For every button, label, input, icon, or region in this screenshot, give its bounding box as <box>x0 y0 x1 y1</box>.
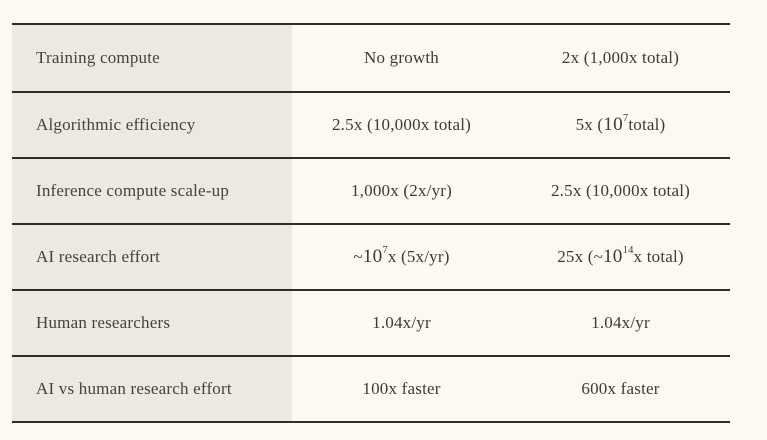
table-row: Training compute No growth 2x (1,000x tota… <box>12 25 730 91</box>
row-label-cell: Training compute <box>12 25 292 91</box>
value-cell-col2: 2.5x (10,000x total) <box>511 159 730 223</box>
value-cell-col1: 2.5x (10,000x total) <box>292 93 511 157</box>
value-cell-col2: 1.04x/yr <box>511 291 730 355</box>
comparison-table: Training compute No growth 2x (1,000x tota… <box>12 23 730 423</box>
value-cell-col1: 1.04x/yr <box>292 291 511 355</box>
table-row: Algorithmic efficiency 2.5x (10,000x tota… <box>12 91 730 157</box>
row-label-cell: Algorithmic efficiency <box>12 93 292 157</box>
table-row: Inference compute scale-up 1,000x (2x/yr)… <box>12 157 730 223</box>
row-label-cell: AI research effort <box>12 225 292 289</box>
table-row: Human researchers 1.04x/yr 1.04x/yr <box>12 289 730 355</box>
value-cell-col1: No growth <box>292 25 511 91</box>
math-base-number: 10 <box>362 246 383 268</box>
row-label-cell: AI vs human research effort <box>12 357 292 421</box>
value-cell-col1: 1,000x (2x/yr) <box>292 159 511 223</box>
value-cell-col2: 600x faster <box>511 357 730 421</box>
row-label-cell: Inference compute scale-up <box>12 159 292 223</box>
value-cell-col2: 25x (~ 10 14 x total) <box>511 225 730 289</box>
math-base-number: 10 <box>603 246 623 268</box>
value-cell-col1: 100x faster <box>292 357 511 421</box>
row-label-cell: Human researchers <box>12 291 292 355</box>
value-cell-col1: ~10 7 x (5x/yr) <box>292 225 511 289</box>
value-cell-col2: 2x (1,000x total) <box>511 25 730 91</box>
value-cell-col2: 5x (10 7 total) <box>511 93 730 157</box>
table-row: AI research effort ~10 7 x (5x/yr) 25x (~ 10 1… <box>12 223 730 289</box>
math-base-number: 10 <box>603 114 623 136</box>
table-row: AI vs human research effort 100x faster 60… <box>12 355 730 421</box>
